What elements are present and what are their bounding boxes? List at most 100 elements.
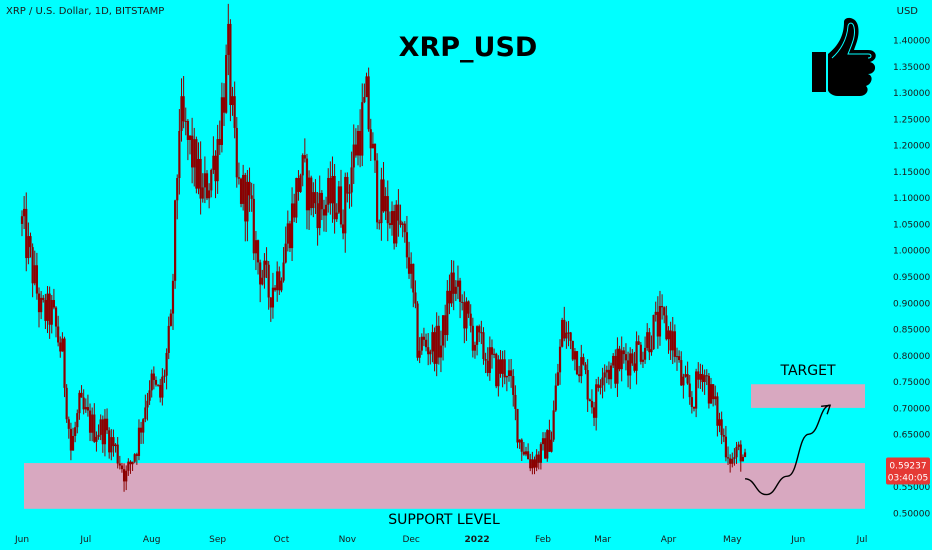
y-tick-label: 1.30000 [893, 89, 930, 99]
y-tick-label: 0.70000 [893, 404, 930, 414]
candle-body [667, 330, 670, 340]
candle-body [524, 451, 528, 455]
candle-body [395, 204, 398, 244]
candle-body [256, 240, 260, 263]
candle-body [254, 240, 258, 254]
candle-body [114, 444, 117, 447]
candle-body [433, 332, 436, 364]
candle-body [563, 319, 566, 339]
candle-body [29, 236, 32, 248]
candle-body [690, 397, 693, 407]
candle-body [422, 336, 426, 340]
candle-body [578, 374, 581, 377]
candle-body [144, 407, 147, 420]
candle-body [237, 177, 241, 179]
candle-body [325, 204, 328, 216]
candle-body [697, 371, 700, 380]
candle-body [401, 223, 404, 225]
symbol-info: XRP / U.S. Dollar, 1D, BITSTAMP [6, 6, 165, 17]
candle-body [403, 223, 406, 233]
candle-body [620, 350, 623, 370]
candle-body [429, 351, 432, 355]
candle-body [427, 347, 430, 355]
candle-body [23, 208, 26, 217]
candle-body [339, 186, 343, 225]
candle-body [42, 297, 45, 300]
candle-body [614, 355, 617, 384]
candle-body [467, 301, 470, 314]
candle-body [305, 158, 309, 211]
candle-body [652, 314, 655, 350]
candle-body [658, 306, 662, 337]
candle-body [537, 454, 540, 463]
candle-body [529, 459, 532, 469]
candle-body [135, 454, 138, 456]
chart-title: XRP_USD [399, 32, 538, 63]
candle-body [261, 277, 264, 285]
candle-body [286, 223, 289, 244]
candle-body [518, 439, 521, 443]
candle-body [57, 326, 60, 343]
candle-body [52, 300, 55, 308]
candle-body [295, 178, 298, 218]
candle-body [707, 375, 710, 404]
candle-body [397, 204, 400, 221]
candle-body [93, 414, 96, 442]
candle-body [186, 120, 189, 140]
target-zone [751, 384, 865, 408]
candle-body [448, 290, 451, 304]
candle-body [441, 315, 445, 346]
candle-body [329, 177, 332, 204]
candle-body [437, 325, 440, 358]
candle-body [86, 407, 90, 411]
candle-body [322, 209, 326, 216]
candle-body [435, 325, 438, 364]
candle-body [641, 359, 645, 362]
candle-body [507, 370, 511, 377]
candle-body [348, 192, 351, 194]
candle-body [84, 407, 87, 410]
candle-body [452, 272, 455, 294]
y-axis: 1.40000 1.35000 1.30000 1.25000 1.20000 1.150… [893, 37, 930, 520]
candle-body [465, 301, 468, 329]
candle-body [688, 383, 691, 398]
x-tick-label: Aug [143, 535, 161, 545]
support-label: SUPPORT LEVEL [388, 512, 500, 528]
candle-body [682, 376, 685, 386]
candle-body [656, 311, 659, 337]
candle-body [605, 369, 608, 373]
candle-body [203, 173, 206, 188]
candle-body [371, 143, 374, 149]
candle-body [37, 293, 41, 313]
price-tag [886, 457, 930, 485]
y-tick-label: 0.65000 [893, 431, 930, 441]
candle-body [220, 97, 223, 145]
candle-body [724, 436, 727, 458]
projection-curve [744, 404, 831, 496]
candle-body [225, 54, 228, 113]
candle-body [208, 190, 211, 199]
candle-body [497, 359, 500, 387]
candle-body [393, 211, 396, 244]
candle-body [352, 144, 355, 168]
candle-body [361, 102, 364, 156]
x-tick-label: Jun [790, 535, 805, 545]
currency-label[interactable]: USD [896, 6, 918, 17]
candle-body [354, 144, 357, 156]
candle-body [714, 396, 717, 400]
candle-body [131, 461, 134, 465]
candle-body [284, 243, 287, 263]
candle-body [590, 401, 594, 408]
candle-body [174, 200, 177, 281]
candle-body [290, 203, 294, 249]
candle-body [273, 287, 277, 291]
candle-body [456, 280, 460, 287]
candle-body [229, 23, 232, 106]
candle-body [69, 428, 73, 451]
candle-body [367, 76, 370, 130]
candle-body [420, 336, 423, 351]
candle-body [718, 419, 721, 426]
candle-body [178, 130, 181, 179]
